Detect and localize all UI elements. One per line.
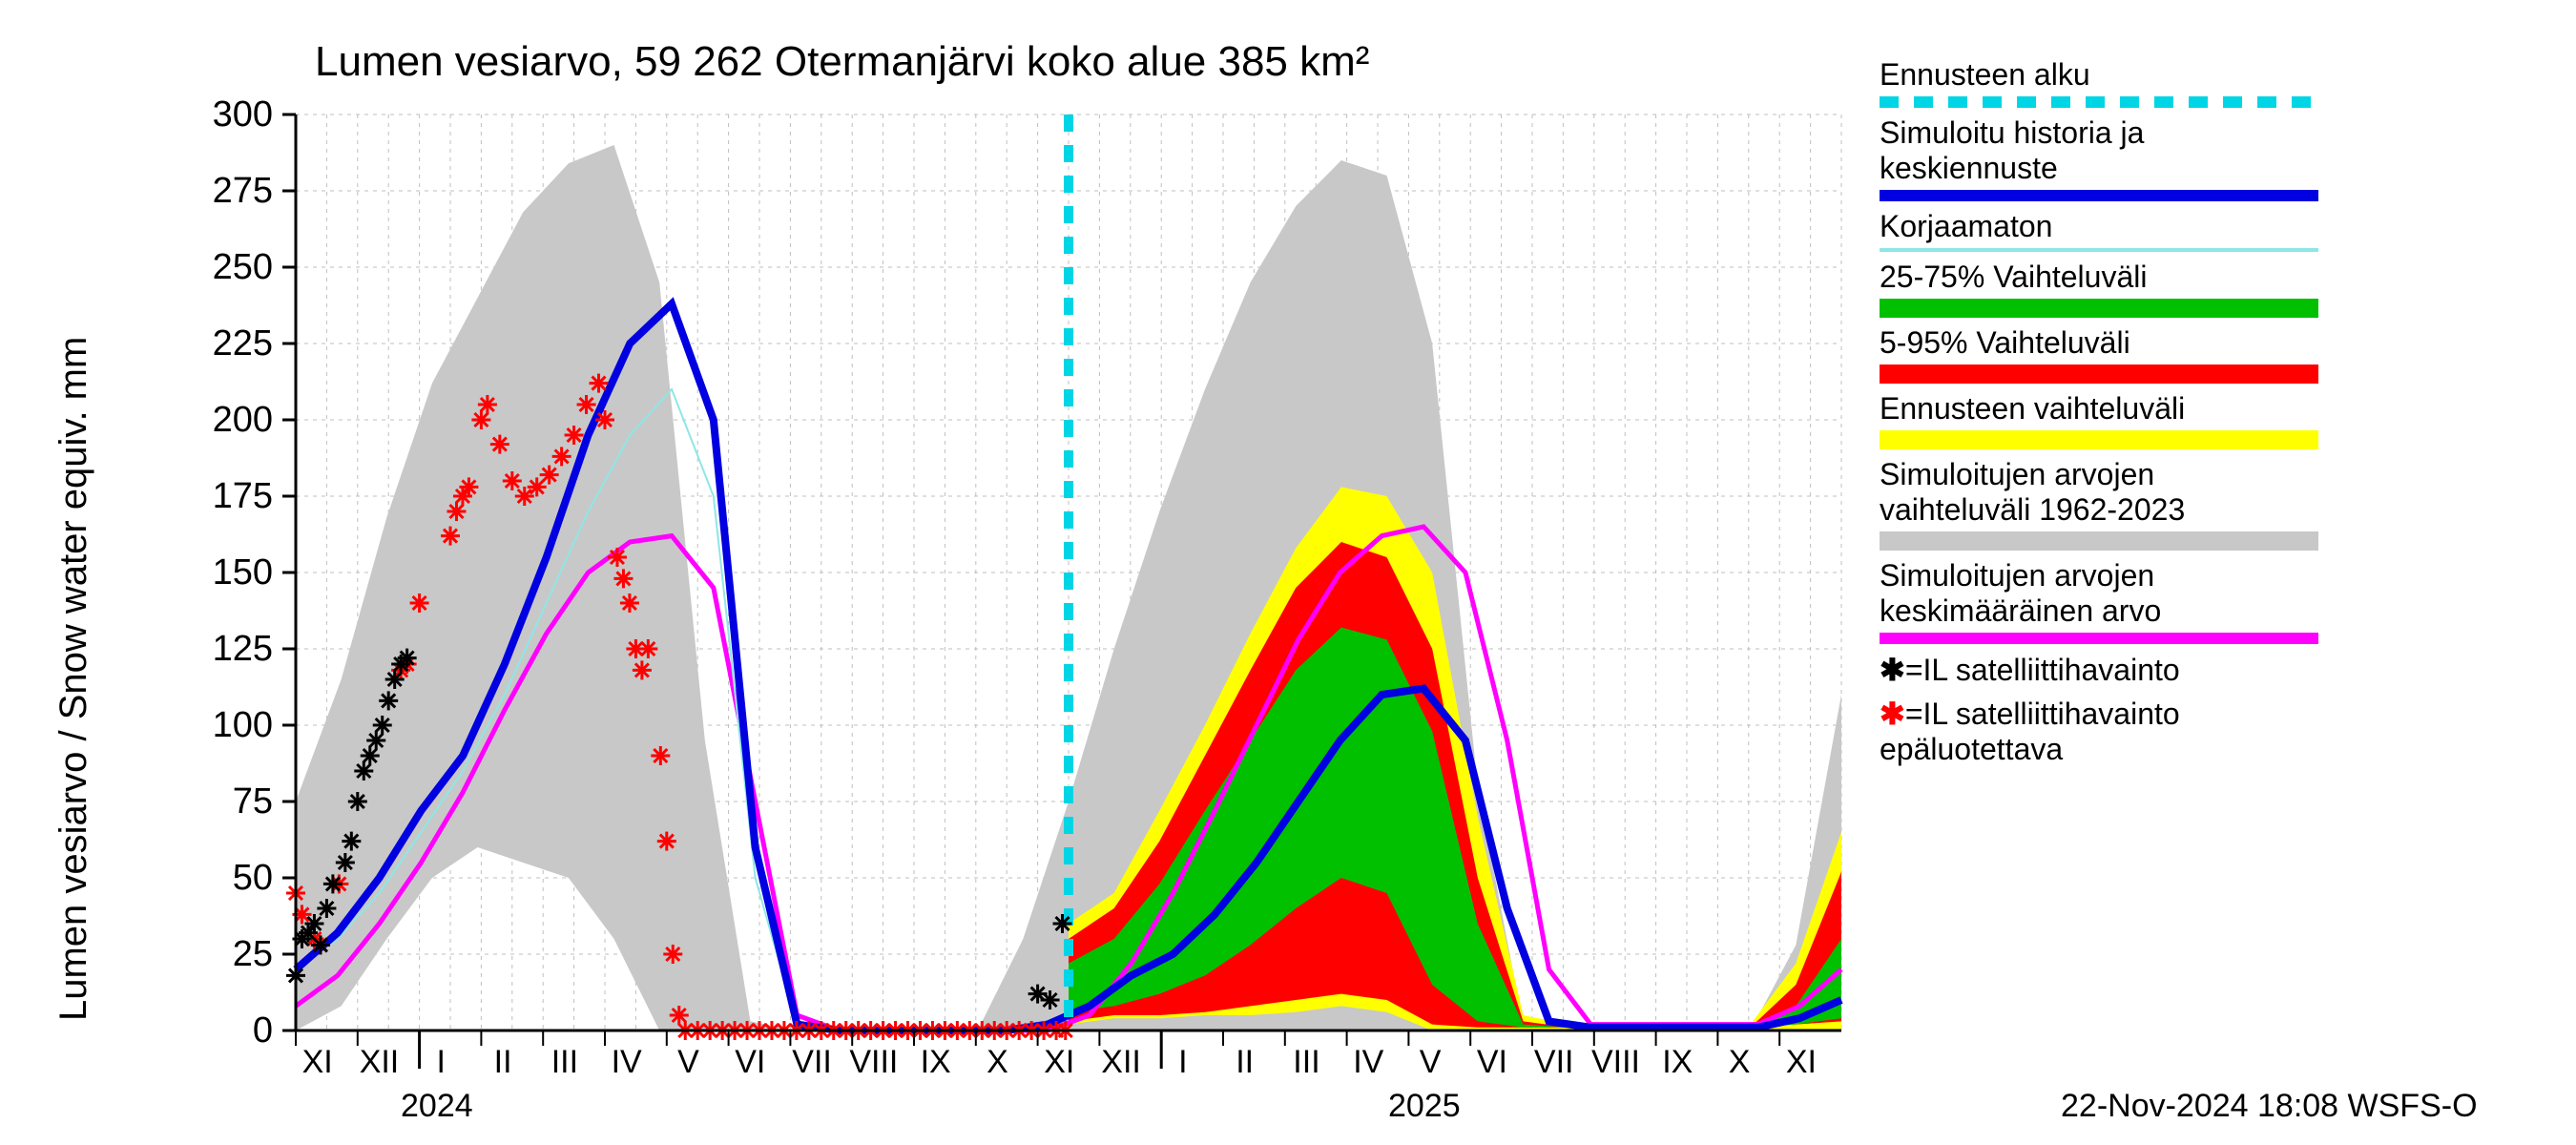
legend-swatch [1880, 430, 2318, 449]
svg-text:IX: IX [921, 1044, 951, 1080]
svg-text:VIII: VIII [849, 1044, 898, 1080]
legend-label: keskimääräinen arvo [1880, 593, 2547, 629]
svg-text:I: I [437, 1044, 446, 1080]
svg-text:I: I [1178, 1044, 1187, 1080]
legend-item: Korjaamaton [1880, 209, 2547, 252]
chart-title: Lumen vesiarvo, 59 262 Otermanjärvi koko… [315, 38, 1369, 86]
svg-text:VIII: VIII [1591, 1044, 1640, 1080]
legend-item: ✱=IL satelliittihavaintoepäluotettava [1880, 696, 2547, 767]
svg-text:VI: VI [735, 1044, 765, 1080]
legend-item: 5-95% Vaihteluväli [1880, 325, 2547, 384]
svg-text:100: 100 [213, 705, 273, 745]
legend-swatch [1880, 190, 2318, 201]
svg-text:0: 0 [253, 1010, 273, 1051]
legend-item: Simuloitujen arvojenvaihteluväli 1962-20… [1880, 457, 2547, 551]
svg-text:XI: XI [1044, 1044, 1074, 1080]
svg-text:225: 225 [213, 323, 273, 364]
svg-text:III: III [1293, 1044, 1319, 1080]
svg-text:25: 25 [233, 934, 273, 974]
y-axis-label: Lumen vesiarvo / Snow water equiv. mm [52, 337, 95, 1021]
legend-label: ✱=IL satelliittihavainto [1880, 696, 2547, 732]
svg-text:III: III [551, 1044, 578, 1080]
legend-item: Simuloitujen arvojenkeskimääräinen arvo [1880, 558, 2547, 644]
svg-text:IX: IX [1662, 1044, 1693, 1080]
svg-text:VII: VII [1534, 1044, 1574, 1080]
svg-text:125: 125 [213, 629, 273, 669]
svg-text:XI: XI [1786, 1044, 1817, 1080]
svg-text:V: V [677, 1044, 699, 1080]
svg-text:VI: VI [1477, 1044, 1507, 1080]
svg-text:X: X [1729, 1044, 1751, 1080]
svg-text:V: V [1420, 1044, 1442, 1080]
legend-item: Ennusteen vaihteluväli [1880, 391, 2547, 449]
legend-label: Korjaamaton [1880, 209, 2547, 244]
legend-label: 25-75% Vaihteluväli [1880, 260, 2547, 295]
svg-text:IV: IV [1353, 1044, 1383, 1080]
svg-text:275: 275 [213, 171, 273, 211]
year-2024: 2024 [401, 1088, 473, 1125]
legend-label: Simuloitujen arvojen [1880, 558, 2547, 593]
legend-label: Ennusteen alku [1880, 57, 2547, 93]
legend-item: Simuloitu historia jakeskiennuste [1880, 115, 2547, 201]
legend-swatch [1880, 364, 2318, 384]
legend-swatch [1880, 531, 2318, 551]
legend-label: 5-95% Vaihteluväli [1880, 325, 2547, 361]
svg-text:175: 175 [213, 476, 273, 516]
svg-text:XI: XI [302, 1044, 333, 1080]
legend: Ennusteen alkuSimuloitu historia jakeski… [1880, 57, 2547, 775]
svg-text:300: 300 [213, 94, 273, 135]
legend-label: keskiennuste [1880, 151, 2547, 186]
legend-label: ✱=IL satelliittihavainto [1880, 652, 2547, 688]
svg-text:II: II [1236, 1044, 1254, 1080]
legend-swatch [1880, 633, 2318, 644]
legend-label: Simuloitu historia ja [1880, 115, 2547, 151]
svg-text:VII: VII [792, 1044, 832, 1080]
legend-swatch [1880, 96, 2318, 108]
svg-text:IV: IV [612, 1044, 642, 1080]
svg-text:50: 50 [233, 858, 273, 898]
legend-label: Simuloitujen arvojen [1880, 457, 2547, 492]
legend-label: epäluotettava [1880, 732, 2547, 767]
legend-label: Ennusteen vaihteluväli [1880, 391, 2547, 427]
legend-item: Ennusteen alku [1880, 57, 2547, 108]
footer-timestamp: 22-Nov-2024 18:08 WSFS-O [2061, 1088, 2478, 1125]
legend-label: vaihteluväli 1962-2023 [1880, 492, 2547, 528]
svg-text:XII: XII [360, 1044, 400, 1080]
legend-item: ✱=IL satelliittihavainto [1880, 652, 2547, 688]
legend-item: 25-75% Vaihteluväli [1880, 260, 2547, 318]
legend-swatch [1880, 248, 2318, 252]
svg-text:X: X [987, 1044, 1008, 1080]
svg-text:II: II [494, 1044, 512, 1080]
svg-text:XII: XII [1101, 1044, 1141, 1080]
svg-text:200: 200 [213, 400, 273, 440]
chart-container: Lumen vesiarvo, 59 262 Otermanjärvi koko… [0, 0, 2576, 1145]
svg-text:150: 150 [213, 552, 273, 593]
svg-text:250: 250 [213, 247, 273, 287]
svg-text:75: 75 [233, 781, 273, 822]
legend-swatch [1880, 299, 2318, 318]
year-2025: 2025 [1388, 1088, 1461, 1125]
